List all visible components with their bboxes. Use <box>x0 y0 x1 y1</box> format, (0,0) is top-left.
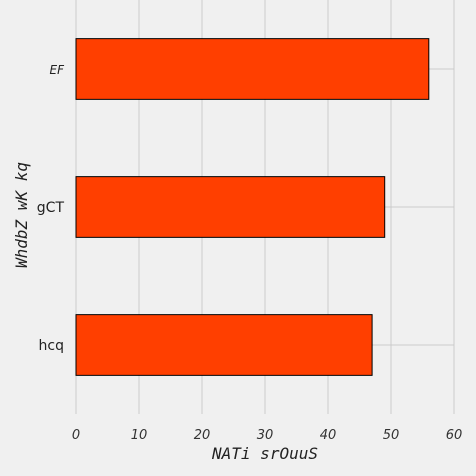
x-tick-label: 10 <box>131 428 148 443</box>
x-tick-labels: 0 10 20 30 40 50 60 <box>72 428 462 443</box>
y-tick-label: EF <box>50 63 66 77</box>
bar-EF <box>75 38 430 100</box>
bar-gCT <box>75 176 386 238</box>
y-tick-labels: hcq gCT EF <box>37 63 65 354</box>
x-tick-label: 60 <box>446 428 463 443</box>
x-tick-label: 20 <box>194 428 211 443</box>
x-axis-title: NATi srOuuS <box>211 444 318 463</box>
y-tick-label: gCT <box>37 200 65 216</box>
x-tick-label: 30 <box>257 428 274 443</box>
y-tick-label: hcq <box>39 338 64 354</box>
bar-hcq <box>75 314 373 376</box>
x-tick-label: 0 <box>72 428 80 443</box>
bars <box>75 38 430 376</box>
x-tick-label: 40 <box>320 428 337 443</box>
y-axis-title: WhdbZ wK kq <box>12 162 31 268</box>
x-tick-label: 50 <box>383 428 400 443</box>
